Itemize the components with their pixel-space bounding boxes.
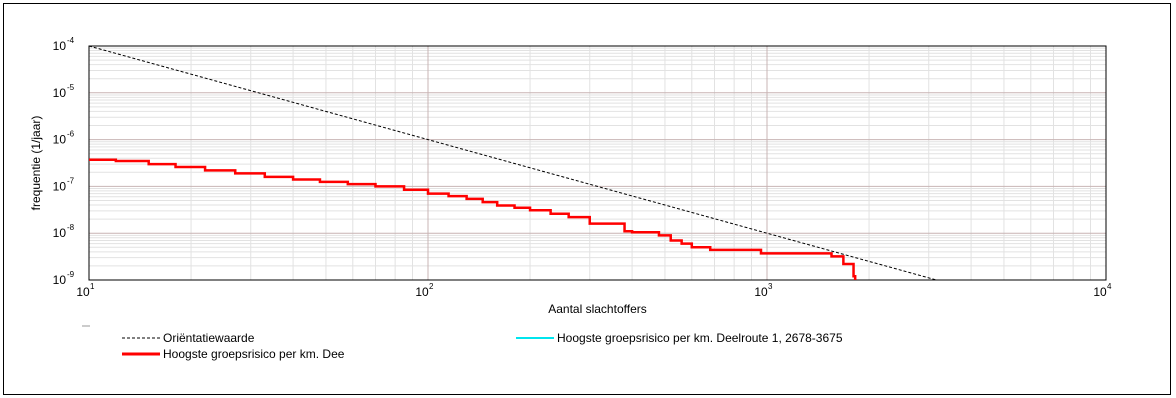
series-line-0	[88, 45, 937, 281]
y-axis-title: frequentie (1/jaar)	[29, 116, 43, 211]
x-tick-base: 10	[76, 285, 90, 299]
y-tick-base: 10	[53, 179, 67, 193]
y-tick-label: 10 -4	[53, 36, 75, 53]
y-tick-label: 10 -6	[53, 130, 75, 147]
legend-label-groepsrisico: Hoogste groepsrisico per km. Dee	[163, 347, 345, 361]
y-tick-base: 10	[53, 39, 67, 53]
x-tick-exponent: 2	[429, 282, 434, 291]
y-tick-label: 10 -5	[53, 83, 75, 100]
x-tick-exponent: 1	[90, 282, 95, 291]
y-tick-exponent: -7	[67, 176, 75, 185]
y-tick-exponent: -6	[67, 130, 75, 139]
x-tick-base: 10	[415, 285, 429, 299]
y-tick-label: 10 -8	[53, 223, 75, 240]
plot-area	[88, 45, 1107, 281]
x-tick-exponent: 4	[1107, 282, 1112, 291]
y-tick-label: 10 -9	[53, 270, 75, 287]
y-tick-exponent: -4	[67, 36, 75, 45]
x-tick-label: 10 1	[76, 282, 95, 299]
x-tick-label: 10 2	[415, 282, 434, 299]
y-tick-exponent: -5	[67, 83, 75, 92]
legend: Oriëntatiewaarde Hoogste groepsrisico pe…	[122, 331, 843, 361]
tick-labels: 10 1 10 2 10 3 10 410 -910 -810 -710 -610 -510 -4	[53, 36, 1112, 299]
y-tick-exponent: -9	[67, 270, 75, 279]
chart-window	[3, 3, 1171, 395]
y-tick-base: 10	[53, 226, 67, 240]
x-axis-title: Aantal slachtoffers	[548, 302, 647, 316]
x-tick-base: 10	[1093, 285, 1107, 299]
x-tick-exponent: 3	[768, 282, 773, 291]
legend-label-deelroute-1: Hoogste groepsrisico per km. Deelroute 1…	[557, 331, 843, 345]
x-tick-label: 10 4	[1093, 282, 1112, 299]
grid-minor	[89, 46, 1106, 280]
series-layer	[88, 45, 937, 281]
x-tick-label: 10 3	[754, 282, 773, 299]
series-line-2	[89, 158, 857, 280]
y-tick-base: 10	[53, 86, 67, 100]
y-tick-base: 10	[53, 273, 67, 287]
y-tick-label: 10 -7	[53, 176, 75, 193]
y-tick-base: 10	[53, 133, 67, 147]
y-tick-exponent: -8	[67, 223, 75, 232]
x-tick-base: 10	[754, 285, 768, 299]
grid-major	[89, 46, 1106, 280]
legend-label-orientatiewaarde: Oriëntatiewaarde	[163, 331, 255, 345]
